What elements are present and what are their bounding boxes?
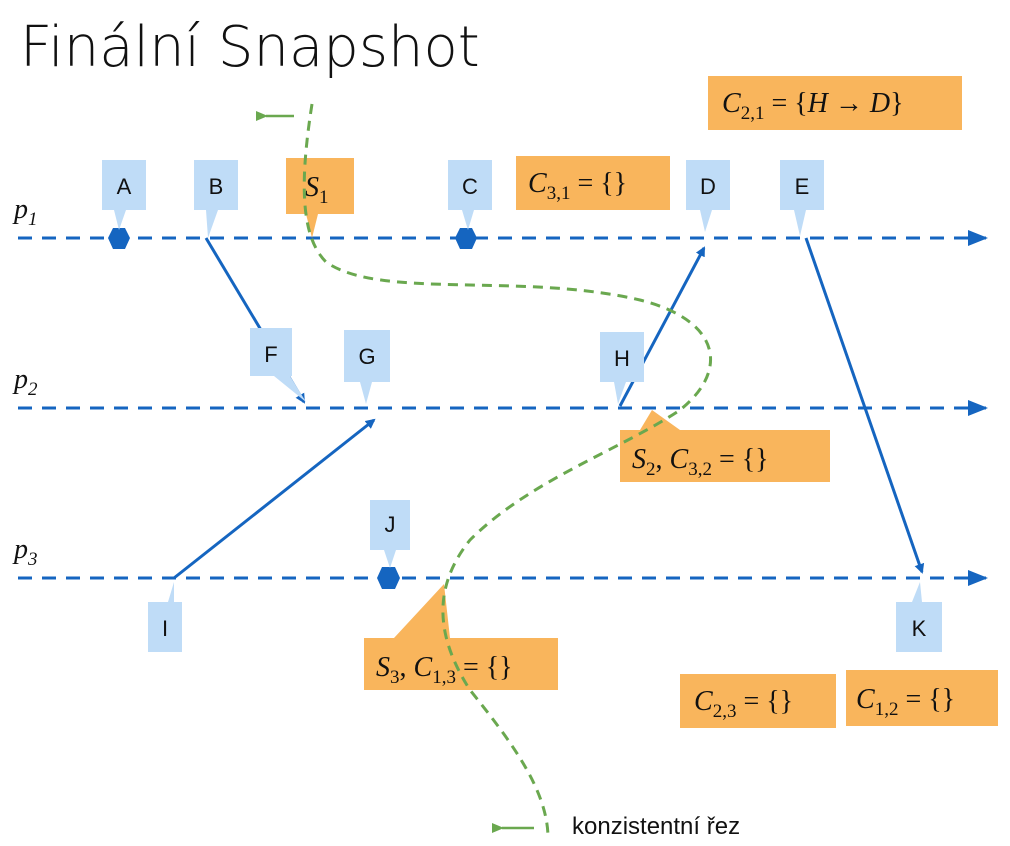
event-callout-c: C [448,160,492,230]
event-label-k: K [912,616,927,641]
svg-text:C2,1 = {H → D}: C2,1 = {H → D} [722,88,904,124]
note-c21: C2,1 = {H → D} [708,76,962,130]
event-label-j: J [385,512,396,537]
message-i-to-g [173,418,376,580]
note-c31: C3,1 = {} [516,156,670,210]
event-label-e: E [795,174,810,199]
note-c23: C2,3 = {} [680,674,836,728]
event-callout-i: I [148,582,182,652]
consistent-cut-line [302,103,713,839]
svg-text:S2, C3,2 = {}: S2, C3,2 = {} [632,444,769,480]
event-callout-a: A [102,160,146,230]
event-label-b: B [209,174,224,199]
event-callout-f: F [250,328,306,402]
event-callout-h: H [600,332,644,404]
event-label-a: A [117,174,132,199]
event-callout-k: K [896,582,942,652]
svg-text:S1: S1 [305,172,329,208]
event-label-h: H [614,346,630,371]
event-c-marker [455,228,477,249]
event-label-c: C [462,174,478,199]
note-s3-c13: S3, C1,3 = {} [364,584,558,690]
event-callout-d: D [686,160,730,232]
event-label-i: I [162,616,168,641]
event-callout-e: E [780,160,824,236]
process-label-p1: p1 [12,194,38,230]
svg-text:C1,2 = {}: C1,2 = {} [856,684,955,720]
svg-text:S3, C1,3 = {}: S3, C1,3 = {} [376,652,513,688]
svg-text:C2,3 = {}: C2,3 = {} [694,686,793,722]
event-a-marker [108,228,130,249]
event-label-d: D [700,174,716,199]
note-c12: C1,2 = {} [846,670,998,726]
svg-text:C3,1 = {}: C3,1 = {} [528,168,627,204]
event-callout-j: J [370,500,410,568]
event-label-f: F [264,342,277,367]
page-title: Finální Snapshot [20,15,480,80]
note-s1: S1 [286,158,354,238]
process-label-p2: p2 [12,364,38,400]
event-j-marker [377,567,400,589]
process-label-p3: p3 [12,534,38,570]
cut-label: konzistentní řez [572,813,740,840]
note-s2-c32: S2, C3,2 = {} [620,410,830,482]
event-callout-g: G [344,330,390,404]
message-e-to-k [804,237,925,574]
event-callout-b: B [194,160,238,238]
event-label-g: G [358,344,375,369]
message-h-to-d [618,246,706,407]
